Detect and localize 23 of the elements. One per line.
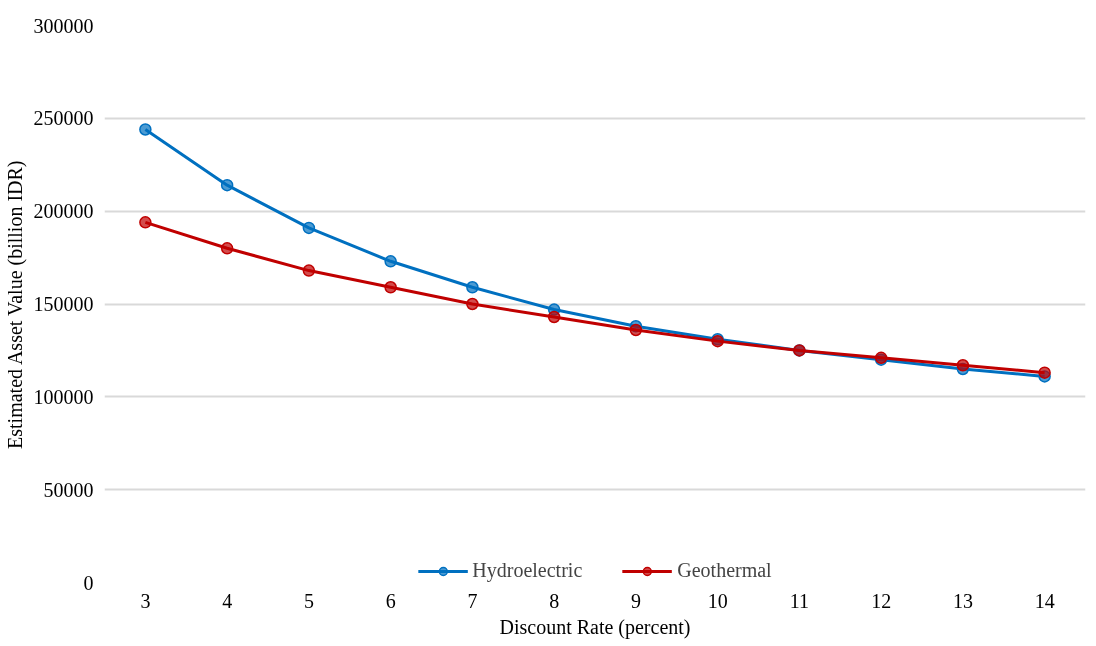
- x-tick-label: 8: [549, 589, 560, 612]
- x-tick-label: 5: [303, 589, 314, 612]
- y-tick-label: 300000: [33, 14, 94, 37]
- x-tick-label: 10: [707, 589, 728, 612]
- y-tick-label: 100000: [33, 385, 94, 408]
- x-tick-label: 4: [222, 589, 233, 612]
- x-tick-label: 14: [1034, 589, 1055, 612]
- legend-label: Hydroelectric: [472, 559, 583, 582]
- y-tick-label: 200000: [33, 200, 94, 223]
- x-tick-label: 12: [871, 589, 892, 612]
- x-tick-label: 6: [385, 589, 396, 612]
- y-tick-label: 50000: [43, 478, 94, 501]
- legend-label: Geothermal: [677, 559, 772, 582]
- x-tick-label: 11: [789, 589, 810, 612]
- y-axis-title: Estimated Asset Value (billion IDR): [3, 160, 27, 449]
- y-tick-label: 150000: [33, 293, 94, 315]
- x-axis-title: Discount Rate (percent): [499, 615, 691, 639]
- x-tick-label: 3: [140, 589, 151, 612]
- x-tick-label: 9: [630, 589, 641, 612]
- x-tick-label: 13: [952, 589, 973, 612]
- y-tick-label: 0: [83, 571, 94, 594]
- x-tick-label: 7: [467, 589, 478, 612]
- y-tick-label: 250000: [33, 107, 94, 130]
